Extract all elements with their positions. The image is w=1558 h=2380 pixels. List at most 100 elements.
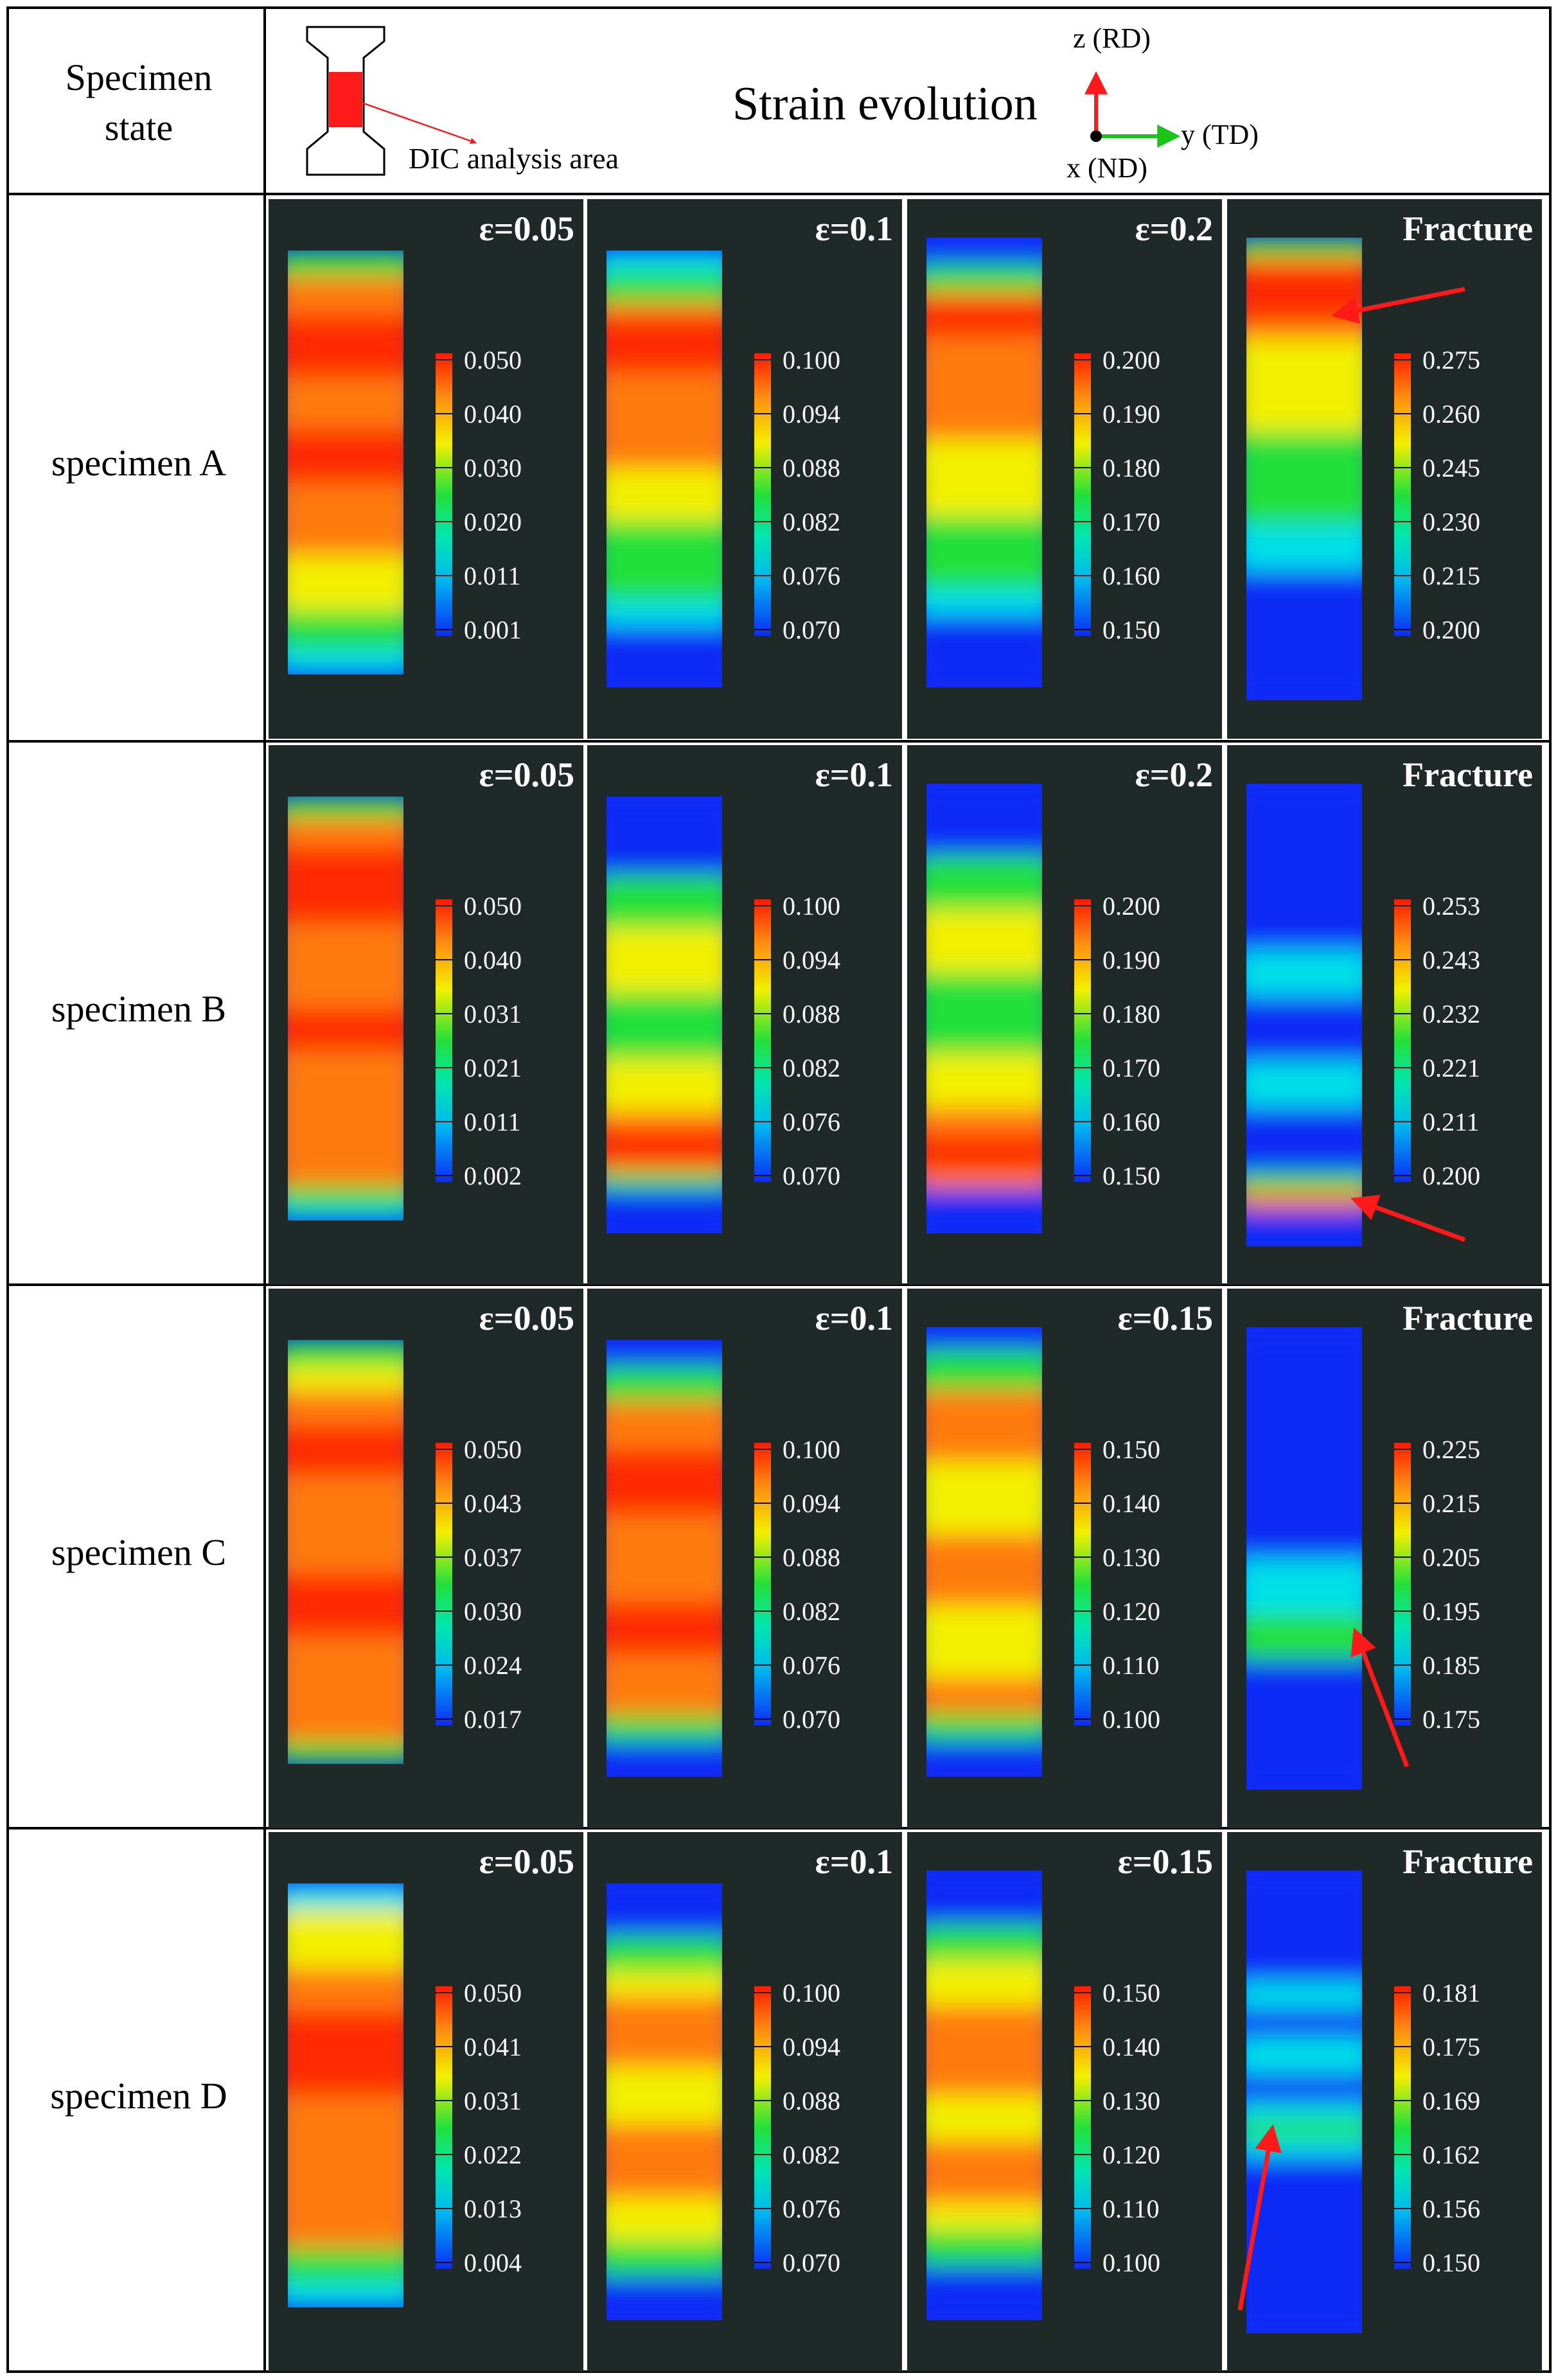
colorbar-tick-label: 0.001	[464, 615, 522, 644]
colorbar-gradient	[436, 353, 452, 636]
colorbar-gradient	[436, 899, 452, 1182]
colorbar: 0.050 0.043 0.037 0.030 0.024 0.017	[436, 1435, 522, 1734]
colorbar-tick-label: 0.180	[1102, 454, 1160, 482]
panel-title: ε=0.1	[815, 209, 893, 248]
colorbar-tick-label: 0.200	[1102, 892, 1160, 921]
strain-map	[1246, 1327, 1362, 1790]
panel-title: Fracture	[1403, 1299, 1533, 1337]
strain-map	[926, 238, 1042, 687]
colorbar-tick-label: 0.082	[783, 2140, 840, 2169]
strain-map	[288, 251, 403, 674]
colorbar-gradient	[754, 1986, 771, 2269]
colorbar-tick-label: 0.030	[464, 454, 522, 482]
colorbar: 0.050 0.040 0.030 0.020 0.011 0.001	[436, 346, 522, 644]
colorbar: 0.253 0.243 0.232 0.221 0.211 0.200	[1394, 892, 1480, 1190]
strain-panel: 0.150 0.140 0.130 0.120 0.110 0.100 ε=0.15	[907, 1832, 1222, 2372]
colorbar-tick-label: 0.013	[464, 2194, 522, 2223]
colorbar-tick-label: 0.070	[783, 1705, 840, 1734]
colorbar-tick-label: 0.082	[783, 1597, 840, 1626]
colorbar-tick-label: 0.076	[783, 1651, 840, 1680]
colorbar-tick-label: 0.088	[783, 454, 840, 482]
panel-title: ε=0.05	[479, 209, 574, 248]
colorbar-tick-label: 0.024	[464, 1651, 522, 1680]
colorbar-tick-label: 0.017	[464, 1705, 522, 1734]
colorbar-tick-label: 0.088	[783, 1000, 840, 1028]
panel-title: ε=0.15	[1118, 1299, 1213, 1337]
coordinate-axes: z (RD) y (TD) x (ND)	[1067, 22, 1259, 184]
colorbar-tick-label: 0.150	[1102, 1435, 1160, 1464]
colorbar-tick-label: 0.190	[1102, 946, 1160, 974]
strain-map	[926, 1871, 1042, 2320]
colorbar-tick-label: 0.162	[1422, 2140, 1480, 2169]
specimen-rows: specimen A 0.050 0.040 0.030 0.020 0.011 0.001…	[50, 199, 1542, 2372]
colorbar: 0.100 0.094 0.088 0.082 0.076 0.070	[754, 1979, 840, 2277]
colorbar-tick-label: 0.230	[1422, 507, 1480, 536]
colorbar-tick-label: 0.011	[464, 1107, 521, 1136]
colorbar-tick-label: 0.094	[783, 946, 840, 974]
strain-map	[1246, 1871, 1362, 2333]
axis-z-label: z (RD)	[1073, 22, 1151, 54]
colorbar-tick-label: 0.037	[464, 1543, 522, 1572]
colorbar-tick-label: 0.275	[1422, 346, 1480, 375]
strain-map	[926, 784, 1042, 1233]
row-header-label-line1: Specimen	[66, 57, 213, 98]
colorbar-tick-label: 0.225	[1422, 1435, 1480, 1464]
colorbar-tick-label: 0.150	[1102, 1161, 1160, 1190]
strain-panel: 0.253 0.243 0.232 0.221 0.211 0.200 Fracture	[1227, 745, 1542, 1285]
colorbar-tick-label: 0.040	[464, 946, 522, 974]
specimen-schematic-icon	[306, 26, 477, 176]
colorbar-tick-label: 0.082	[783, 1053, 840, 1082]
colorbar-tick-label: 0.215	[1422, 561, 1480, 590]
strain-map	[1246, 784, 1362, 1246]
colorbar-tick-label: 0.100	[783, 892, 840, 921]
strain-panel: 0.100 0.094 0.088 0.082 0.076 0.070 ε=0.1	[587, 199, 902, 739]
colorbar: 0.275 0.260 0.245 0.230 0.215 0.200	[1394, 346, 1480, 644]
colorbar-tick-label: 0.070	[783, 2248, 840, 2277]
colorbar-tick-label: 0.211	[1422, 1107, 1480, 1136]
colorbar-tick-label: 0.120	[1102, 2140, 1160, 2169]
colorbar-tick-label: 0.169	[1422, 2086, 1480, 2115]
colorbar-tick-label: 0.170	[1102, 1053, 1160, 1082]
strain-map	[606, 251, 722, 687]
colorbar-tick-label: 0.011	[464, 561, 521, 590]
strain-panel: 0.200 0.190 0.180 0.170 0.160 0.150 ε=0.2	[907, 199, 1222, 739]
colorbar-tick-label: 0.140	[1102, 2032, 1160, 2061]
strain-map	[1246, 238, 1362, 700]
colorbar-tick-label: 0.170	[1102, 507, 1160, 536]
colorbar-tick-label: 0.150	[1422, 2248, 1480, 2277]
colorbar-tick-label: 0.205	[1422, 1543, 1480, 1572]
strain-panel: 0.050 0.040 0.030 0.020 0.011 0.001 ε=0.05	[269, 199, 583, 739]
colorbar-tick-label: 0.185	[1422, 1651, 1480, 1680]
colorbar-tick-label: 0.041	[464, 2032, 522, 2061]
row-header-label-line2: state	[105, 107, 173, 148]
panel-title: ε=0.05	[479, 1299, 574, 1337]
colorbar: 0.150 0.140 0.130 0.120 0.110 0.100	[1074, 1435, 1160, 1734]
strain-panel: 0.100 0.094 0.088 0.082 0.076 0.070 ε=0.1	[587, 1832, 902, 2372]
panel-title: ε=0.2	[1135, 755, 1213, 794]
colorbar: 0.050 0.040 0.031 0.021 0.011 0.002	[436, 892, 522, 1190]
axis-x-label: x (ND)	[1067, 152, 1147, 184]
strain-panel: 0.275 0.260 0.245 0.230 0.215 0.200 Fracture	[1227, 199, 1542, 739]
strain-map	[606, 797, 722, 1233]
strain-panel: 0.050 0.041 0.031 0.022 0.013 0.004 ε=0.05	[269, 1832, 583, 2372]
colorbar-tick-label: 0.088	[783, 2086, 840, 2115]
colorbar-tick-label: 0.070	[783, 1161, 840, 1190]
colorbar-tick-label: 0.100	[1102, 1705, 1160, 1734]
colorbar-tick-label: 0.130	[1102, 2086, 1160, 2115]
colorbar: 0.200 0.190 0.180 0.170 0.160 0.150	[1074, 346, 1160, 644]
colorbar-gradient	[1394, 353, 1411, 636]
strain-panel: 0.225 0.215 0.205 0.195 0.185 0.175 Fracture	[1227, 1289, 1542, 1828]
colorbar-tick-label: 0.031	[464, 2086, 522, 2115]
fracture-arrow-icon	[1331, 286, 1465, 324]
colorbar-tick-label: 0.040	[464, 400, 522, 428]
panel-title: ε=0.05	[479, 755, 574, 794]
colorbar-gradient	[1394, 1443, 1411, 1725]
colorbar-gradient	[436, 1443, 452, 1725]
colorbar: 0.225 0.215 0.205 0.195 0.185 0.175	[1394, 1435, 1480, 1734]
colorbar-tick-label: 0.088	[783, 1543, 840, 1572]
row-label: specimen B	[51, 988, 226, 1030]
colorbar-gradient	[754, 353, 771, 636]
colorbar-gradient	[1074, 353, 1091, 636]
colorbar: 0.150 0.140 0.130 0.120 0.110 0.100	[1074, 1979, 1160, 2277]
colorbar-gradient	[436, 1986, 452, 2269]
